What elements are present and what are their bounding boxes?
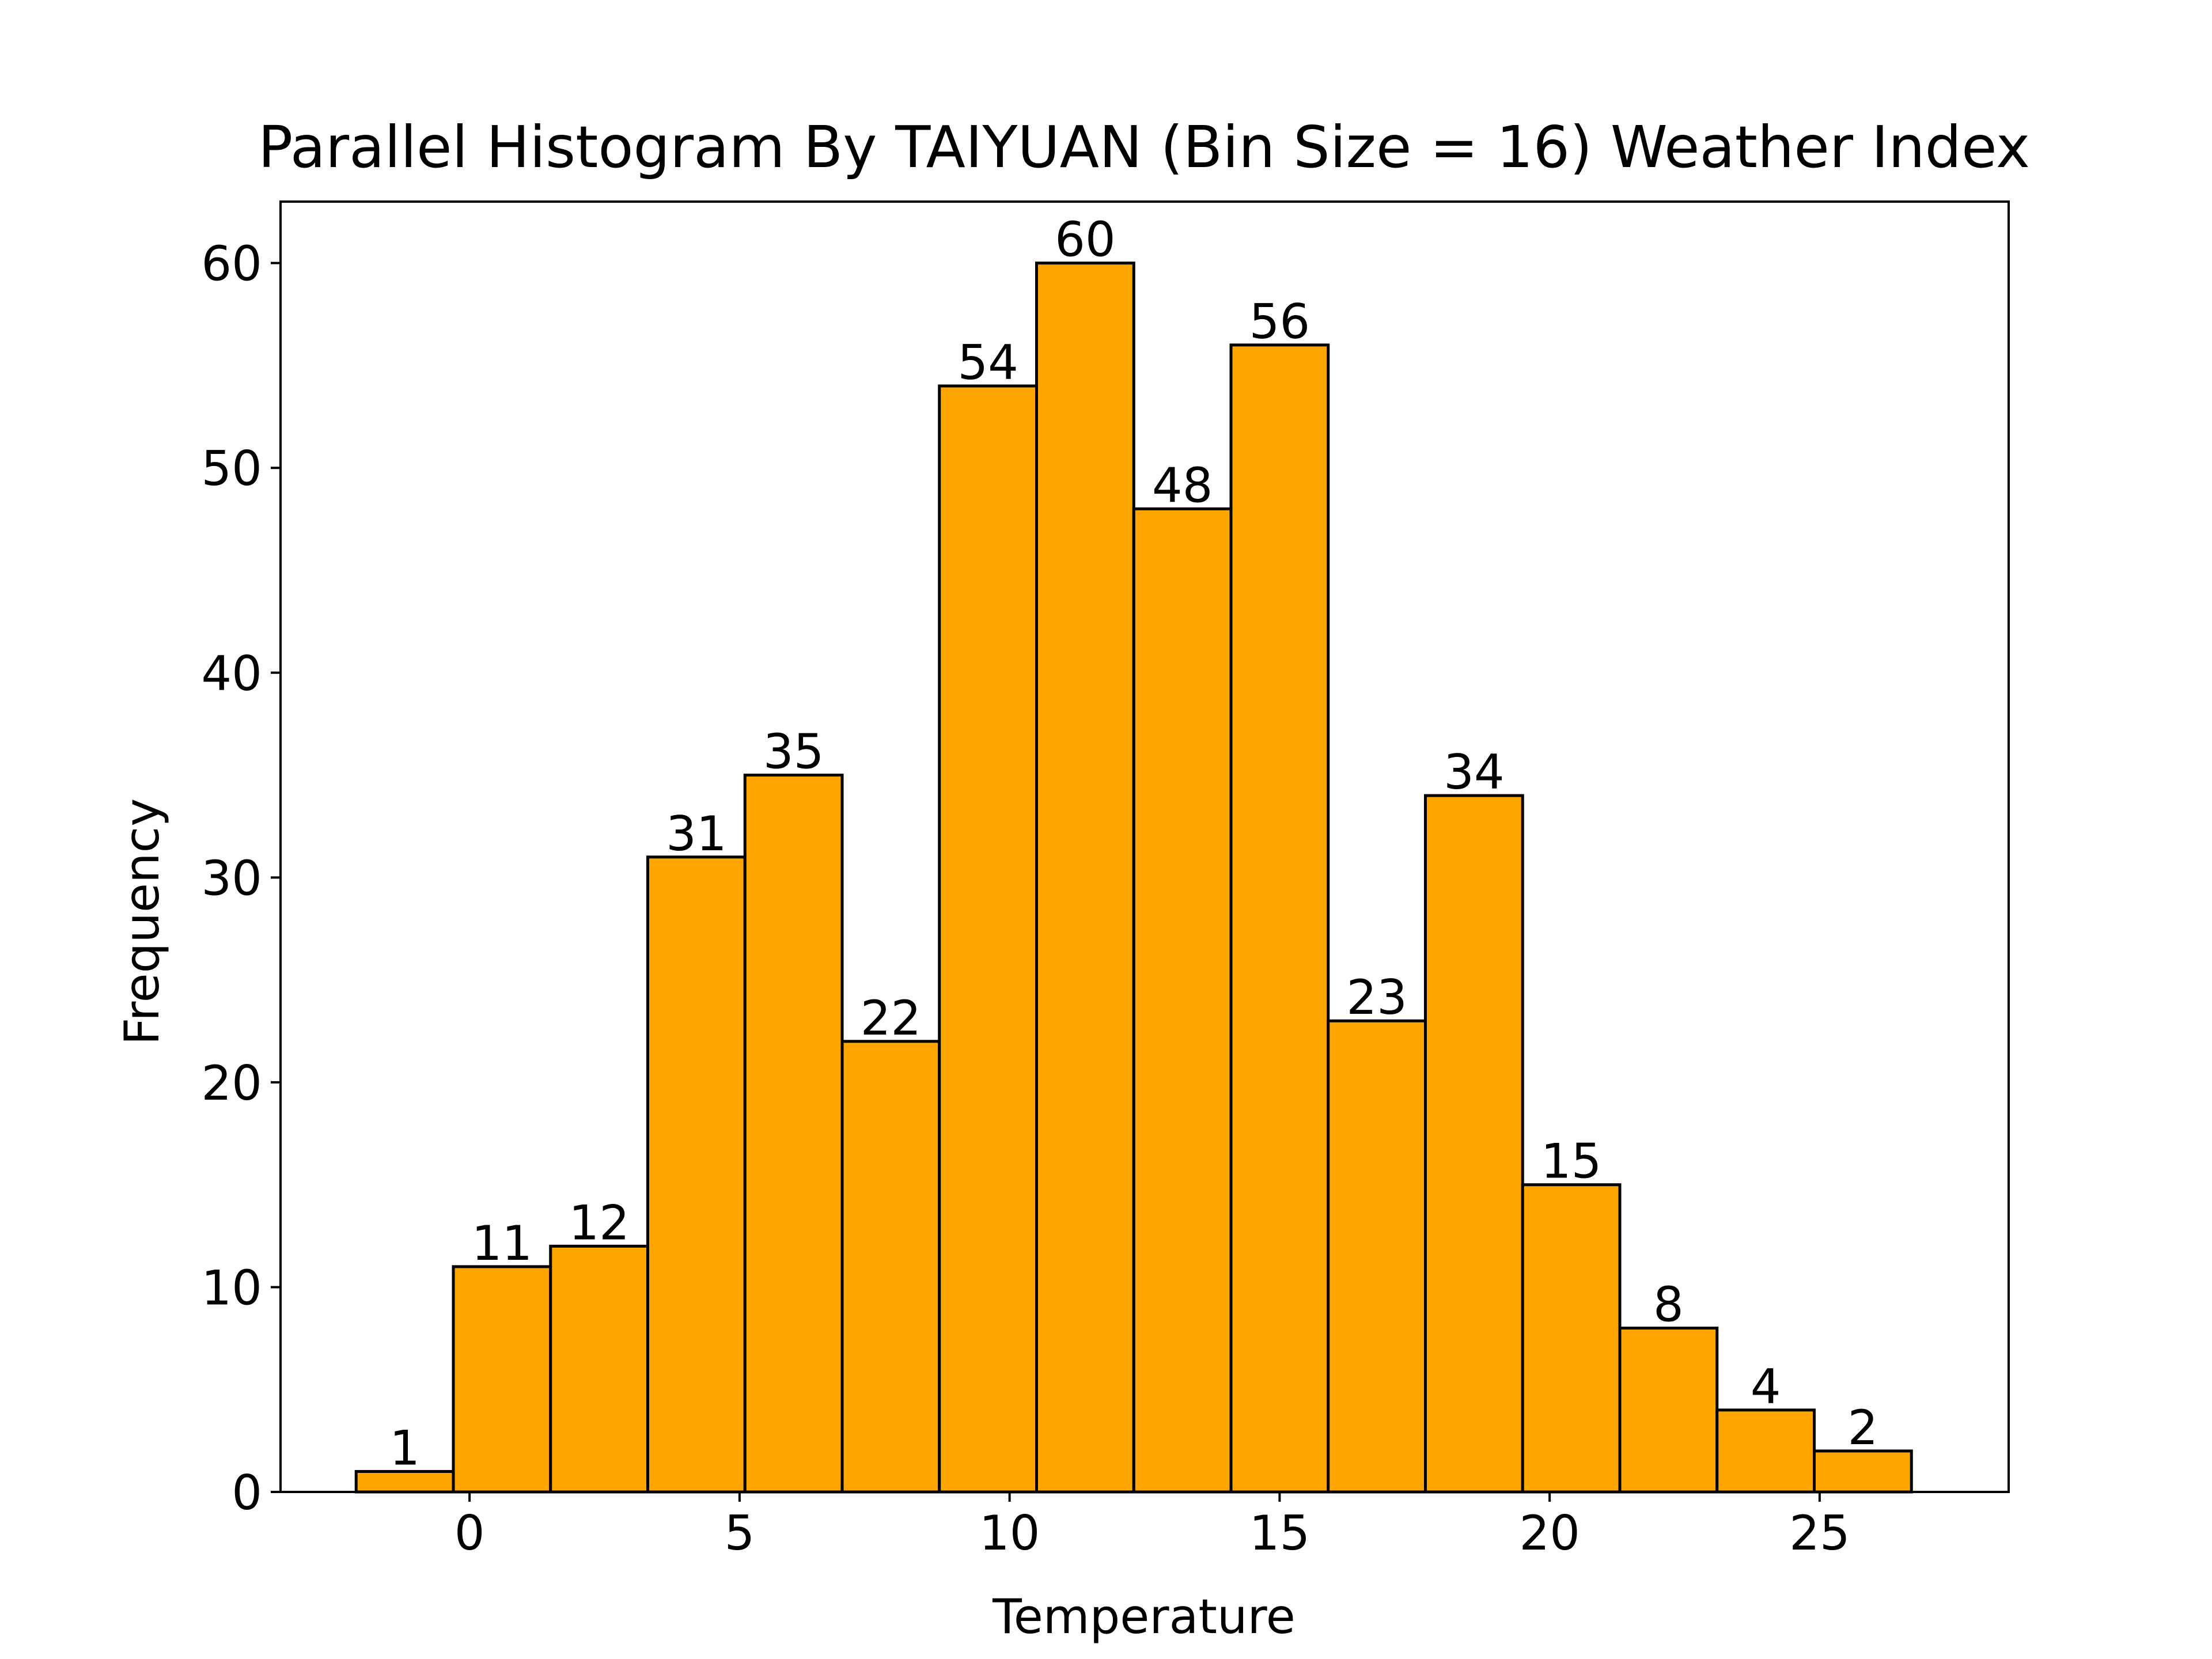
histogram-bar [1715,1408,1816,1494]
y-tick-label: 40 [201,646,262,702]
bar-value-label: 56 [1249,294,1310,350]
x-tick-label: 10 [979,1505,1040,1561]
bar-value-label: 12 [569,1195,630,1251]
bars-group [354,262,1913,1494]
y-tick-label: 0 [232,1465,262,1521]
bar-value-label: 35 [763,724,824,780]
bar-value-label: 34 [1444,744,1505,800]
histogram-bar [1327,1019,1427,1494]
y-tick-label: 60 [201,236,262,292]
x-tick-label: 0 [454,1505,485,1561]
histogram-bar [1813,1449,1913,1494]
histogram-bar [743,774,844,1494]
plot-frame [279,200,2010,1493]
histogram-bar [1035,262,1135,1494]
y-axis-ticks: 0 10 20 30 40 50 60 [201,236,281,1521]
y-tick-label: 20 [201,1055,262,1111]
histogram-bar [452,1265,552,1494]
bar-value-label: 8 [1653,1277,1684,1333]
bar-value-label: 23 [1346,969,1407,1025]
x-tick-label: 5 [724,1505,755,1561]
bar-value-label: 31 [666,806,727,862]
bar-value-label: 11 [472,1215,533,1271]
histogram-bar [549,1244,649,1494]
histogram-bar [840,1040,941,1494]
histogram-bar [1521,1183,1622,1494]
x-tick-label: 25 [1789,1505,1850,1561]
histogram-bar [1132,507,1233,1494]
x-tick-label: 20 [1519,1505,1580,1561]
bar-value-label: 48 [1152,457,1213,513]
chart-title: Parallel Histogram By TAIYUAN (Bin Size … [258,113,2030,181]
histogram-bar [1229,343,1330,1494]
x-axis-label: Temperature [992,1589,1296,1645]
bar-value-label: 4 [1751,1359,1781,1415]
y-tick-label: 50 [201,441,262,497]
y-tick-label: 10 [201,1260,262,1316]
histogram-bar [646,855,747,1494]
histogram-bar [1424,794,1524,1494]
bar-value-label: 15 [1541,1134,1602,1190]
histogram-bar [1618,1327,1719,1494]
bar-value-label: 60 [1055,212,1116,268]
bar-value-label: 1 [389,1420,420,1476]
bar-value-label: 2 [1847,1400,1878,1456]
histogram-bar [938,384,1038,1494]
x-tick-label: 15 [1249,1505,1310,1561]
bar-value-label: 22 [861,990,922,1046]
y-tick-label: 30 [201,850,262,906]
x-axis-ticks: 0 5 10 15 20 25 [454,1492,1850,1561]
bar-value-label: 54 [957,335,1018,391]
y-axis-label: Frequency [114,798,170,1046]
